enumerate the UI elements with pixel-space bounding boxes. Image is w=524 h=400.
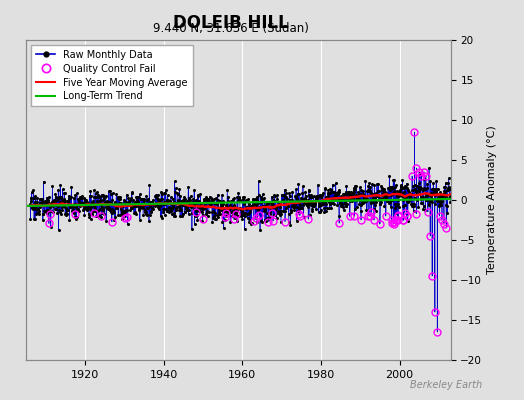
Text: DOLEIB HILL: DOLEIB HILL bbox=[173, 14, 288, 32]
Legend: Raw Monthly Data, Quality Control Fail, Five Year Moving Average, Long-Term Tren: Raw Monthly Data, Quality Control Fail, … bbox=[31, 45, 192, 106]
Y-axis label: Temperature Anomaly (°C): Temperature Anomaly (°C) bbox=[486, 126, 497, 274]
Text: Berkeley Earth: Berkeley Earth bbox=[410, 380, 482, 390]
Text: 9.440 N, 31.636 E (Sudan): 9.440 N, 31.636 E (Sudan) bbox=[152, 22, 309, 35]
